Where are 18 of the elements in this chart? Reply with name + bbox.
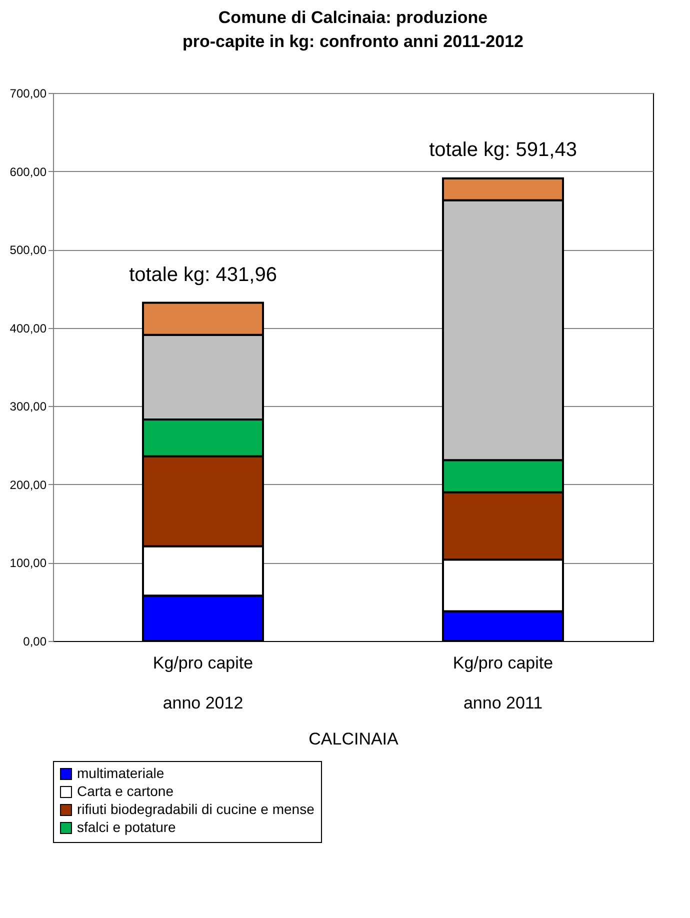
y-tick-label: 700,00 [10, 86, 47, 100]
legend-label: multimateriale [77, 765, 164, 781]
category-label: Kg/pro capite anno 2011 [452, 654, 554, 712]
legend-label: sfalci e potature [77, 819, 176, 835]
category-label: Kg/pro capite anno 2012 [152, 654, 254, 712]
y-tick-label: 300,00 [10, 400, 47, 414]
annotation: totale kg: 431,96 [129, 264, 277, 286]
legend-label: Carta e cartone [77, 783, 174, 799]
y-tick-label: 600,00 [10, 164, 47, 179]
x-axis-title: CALCINAIA [308, 730, 400, 748]
y-tick-label: 400,00 [10, 321, 47, 336]
annotation: totale kg: 591,43 [429, 138, 577, 161]
legend-label: rifiuti biodegradabili di cucine e mense [77, 801, 315, 817]
chart-title: Comune di Calcinaia: produzione pro-capite in kg: confronto anni 2011-2012 [182, 8, 524, 51]
y-tick-label: 500,00 [10, 243, 47, 258]
y-tick-label: 0,00 [23, 634, 47, 648]
y-tick-label: 200,00 [10, 478, 47, 492]
y-tick-label: 100,00 [10, 556, 47, 570]
